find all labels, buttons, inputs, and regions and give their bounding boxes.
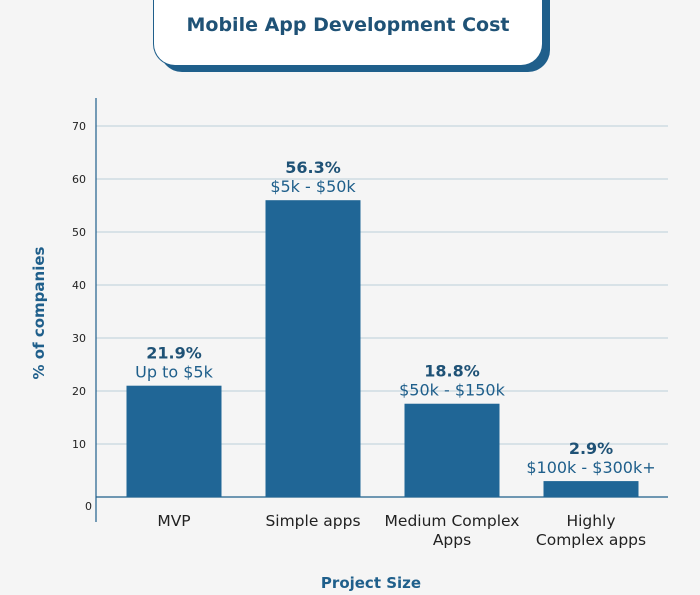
value-label: 21.9% — [146, 344, 202, 363]
y-tick-label: 0 — [85, 500, 92, 513]
y-axis-title: % of companies — [30, 246, 48, 379]
category-label: MVP — [157, 512, 190, 530]
y-tick-label: 30 — [72, 332, 86, 345]
bar — [126, 385, 222, 497]
range-label: $5k - $50k — [270, 177, 356, 196]
y-tick-label: 60 — [72, 173, 86, 186]
range-label: Up to $5k — [135, 363, 213, 382]
value-label: 18.8% — [424, 362, 480, 381]
bar — [265, 200, 361, 497]
category-label: Medium Complex — [385, 512, 520, 530]
y-tick-label: 20 — [72, 385, 86, 398]
category-label: Highly — [566, 512, 615, 530]
bar — [543, 481, 639, 497]
value-label: 56.3% — [285, 158, 341, 177]
y-tick-label: 40 — [72, 279, 86, 292]
value-label: 2.9% — [569, 439, 613, 458]
bar-labels: 21.9%Up to $5k 56.3%$5k - $50k 18.8%$50k -… — [135, 158, 656, 477]
bars — [126, 200, 639, 497]
title-box: Mobile App Development Cost — [153, 0, 543, 66]
y-axis-ticks: 0 10 20 30 40 50 60 70 — [72, 120, 92, 513]
y-tick-label: 10 — [72, 438, 86, 451]
x-axis-title: Project Size — [321, 574, 421, 592]
bar — [404, 403, 500, 497]
category-label: Apps — [433, 531, 471, 549]
category-label: Complex apps — [536, 531, 646, 549]
y-tick-label: 70 — [72, 120, 86, 133]
category-label: Simple apps — [265, 512, 360, 530]
y-tick-label: 50 — [72, 226, 86, 239]
chart-title: Mobile App Development Cost — [186, 14, 510, 36]
range-label: $50k - $150k — [399, 381, 505, 400]
range-label: $100k - $300k+ — [526, 458, 655, 477]
